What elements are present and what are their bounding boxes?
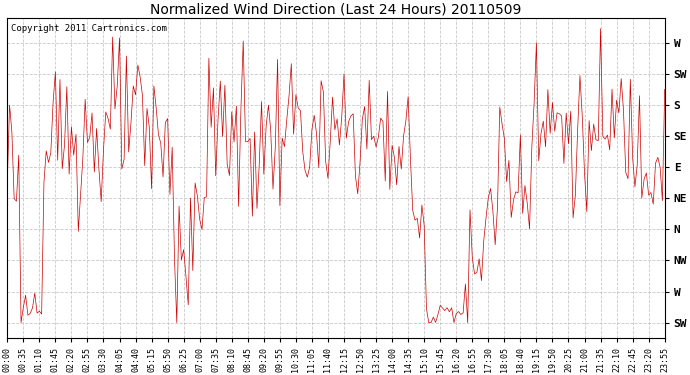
Text: Copyright 2011 Cartronics.com: Copyright 2011 Cartronics.com [10, 24, 166, 33]
Title: Normalized Wind Direction (Last 24 Hours) 20110509: Normalized Wind Direction (Last 24 Hours… [150, 3, 522, 17]
